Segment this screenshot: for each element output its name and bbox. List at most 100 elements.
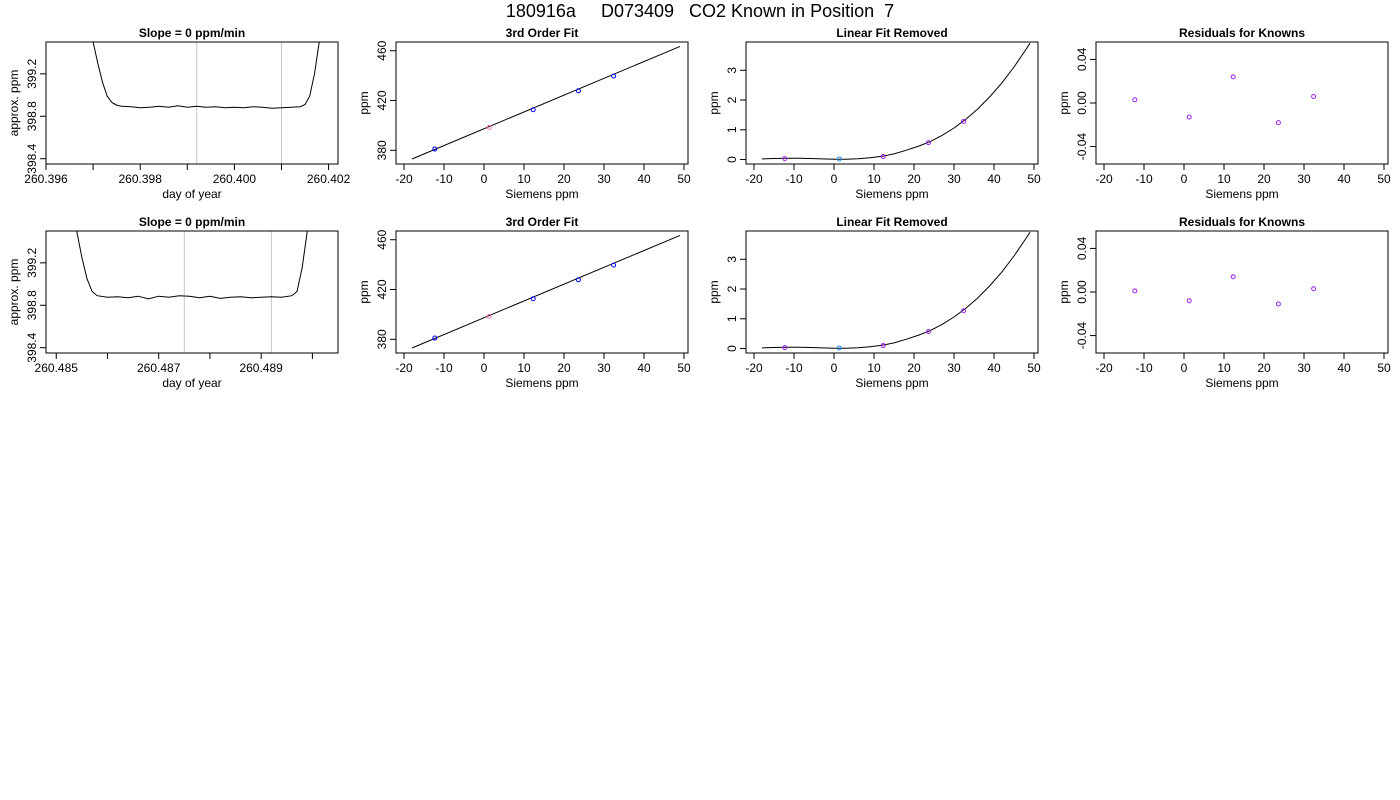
y-tick-label: 420 — [375, 279, 389, 299]
chart-svg: Slope = 0 ppm/min 260.396 260.398 260.400 26… — [7, 26, 350, 201]
y-tick-label: 398.4 — [25, 143, 39, 173]
data-point — [611, 73, 617, 79]
fit-line — [411, 234, 681, 349]
x-tick-label: -10 — [785, 361, 803, 375]
trace-line — [92, 42, 320, 109]
chart-svg: Slope = 0 ppm/min 260.485 260.487 260.489 39… — [7, 215, 339, 390]
panel-linear-removed-2: Linear Fit Removed -20 -10 0 10 20 30 40 50 0 1 2 3 S… — [700, 211, 1050, 401]
data-point — [486, 124, 492, 130]
x-tick-label: 40 — [987, 172, 1001, 186]
x-tick-label: 260.487 — [137, 361, 181, 375]
data-point — [1230, 74, 1236, 80]
x-tick-label: 30 — [597, 172, 611, 186]
chart-svg: Linear Fit Removed -20 -10 0 10 20 30 40 50 0 1 2 3 S… — [707, 26, 1041, 201]
y-tick-label: 0.04 — [1075, 47, 1089, 71]
x-tick-label: 20 — [907, 361, 921, 375]
x-tick-label: 50 — [1377, 361, 1391, 375]
y-tick-label: 0 — [725, 156, 739, 163]
y-tick-label: 399.2 — [25, 58, 39, 88]
data-point — [1186, 298, 1192, 304]
x-tick-label: 50 — [1027, 361, 1041, 375]
x-tick-label: 0 — [1181, 361, 1188, 375]
data-point — [782, 345, 788, 351]
panel-fit-1: 3rd Order Fit -20 -10 0 10 20 30 40 50 380 420 460 S… — [350, 22, 700, 212]
x-axis-label: Siemens ppm — [1205, 187, 1278, 201]
x-tick-label: 20 — [557, 172, 571, 186]
chart-svg: 3rd Order Fit -20 -10 0 10 20 30 40 50 380 420 460 S… — [357, 26, 691, 201]
plot-frame — [395, 230, 689, 354]
panel-trace-1: Slope = 0 ppm/min 260.396 260.398 260.400 26… — [0, 22, 350, 212]
fit-curve — [761, 42, 1031, 160]
data-point — [925, 329, 931, 335]
data-point — [961, 308, 967, 314]
data-point — [1275, 120, 1281, 126]
x-axis-label: Siemens ppm — [1205, 376, 1278, 390]
data-point — [530, 296, 536, 302]
data-point — [782, 156, 788, 162]
data-point — [575, 277, 581, 283]
x-tick-label: 10 — [517, 172, 531, 186]
data-point — [530, 107, 536, 113]
data-point — [1132, 288, 1138, 294]
data-point — [432, 146, 438, 152]
data-point — [880, 343, 886, 349]
plot-frame — [745, 41, 1039, 165]
x-tick-label: 0 — [481, 361, 488, 375]
y-axis-label: ppm — [357, 280, 371, 303]
figure-title: 180916a D073409 CO2 Known in Position 7 — [505, 1, 895, 21]
panel-linear-removed-1: Linear Fit Removed -20 -10 0 10 20 30 40 50 0 1 2 3 S… — [700, 22, 1050, 212]
x-tick-label: 40 — [1337, 361, 1351, 375]
y-tick-label: 3 — [725, 67, 739, 74]
x-tick-label: -20 — [745, 172, 763, 186]
fit-line — [411, 45, 681, 160]
x-tick-label: -10 — [1135, 172, 1153, 186]
y-axis-label: ppm — [707, 280, 721, 303]
x-tick-label: 260.396 — [24, 172, 68, 186]
x-tick-label: 0 — [831, 172, 838, 186]
x-tick-label: 260.398 — [118, 172, 162, 186]
y-tick-label: 3 — [725, 256, 739, 263]
x-tick-label: 0 — [831, 361, 838, 375]
x-tick-label: 10 — [517, 361, 531, 375]
x-tick-label: -20 — [1095, 361, 1113, 375]
y-axis-label: approx. ppm — [7, 70, 21, 137]
chart-svg: Linear Fit Removed -20 -10 0 10 20 30 40 50 0 1 2 3 S… — [707, 215, 1041, 390]
data-point — [925, 140, 931, 146]
y-tick-label: 0.04 — [1075, 236, 1089, 260]
y-tick-label: 1 — [725, 126, 739, 133]
data-point — [432, 335, 438, 341]
y-axis-label: ppm — [1057, 91, 1071, 114]
x-tick-label: 50 — [677, 172, 691, 186]
x-tick-label: 260.402 — [307, 172, 350, 186]
data-point — [486, 313, 492, 319]
chart-svg: Residuals for Knowns -20 -10 0 10 20 30 40 50 -0.… — [1057, 26, 1391, 201]
x-tick-label: -20 — [1095, 172, 1113, 186]
x-tick-label: 20 — [907, 172, 921, 186]
trace-line — [76, 231, 308, 300]
plot-frame — [395, 41, 689, 165]
x-tick-label: -10 — [435, 361, 453, 375]
y-tick-label: 1 — [725, 315, 739, 322]
x-tick-label: 50 — [1377, 172, 1391, 186]
chart-title: Residuals for Knowns — [1179, 26, 1305, 40]
y-tick-label: 0.00 — [1075, 280, 1089, 304]
x-tick-label: 10 — [1217, 172, 1231, 186]
x-tick-label: 10 — [867, 172, 881, 186]
x-tick-label: 30 — [1297, 361, 1311, 375]
panel-fit-2: 3rd Order Fit -20 -10 0 10 20 30 40 50 380 420 460 S… — [350, 211, 700, 401]
y-tick-label: 380 — [375, 329, 389, 349]
chart-title: Slope = 0 ppm/min — [139, 215, 245, 229]
x-tick-label: 260.485 — [35, 361, 79, 375]
plot-frame — [1095, 41, 1389, 165]
y-tick-label: 398.8 — [25, 290, 39, 320]
y-axis-label: approx. ppm — [7, 259, 21, 326]
chart-title: Linear Fit Removed — [836, 215, 947, 229]
chart-title: Slope = 0 ppm/min — [139, 26, 245, 40]
x-tick-label: 50 — [677, 361, 691, 375]
panel-trace-2: Slope = 0 ppm/min 260.485 260.487 260.489 39… — [0, 211, 350, 401]
x-tick-label: 30 — [597, 361, 611, 375]
x-axis-label: Siemens ppm — [505, 187, 578, 201]
x-tick-label: 10 — [867, 361, 881, 375]
data-point — [611, 262, 617, 268]
y-tick-label: 398.4 — [25, 332, 39, 362]
